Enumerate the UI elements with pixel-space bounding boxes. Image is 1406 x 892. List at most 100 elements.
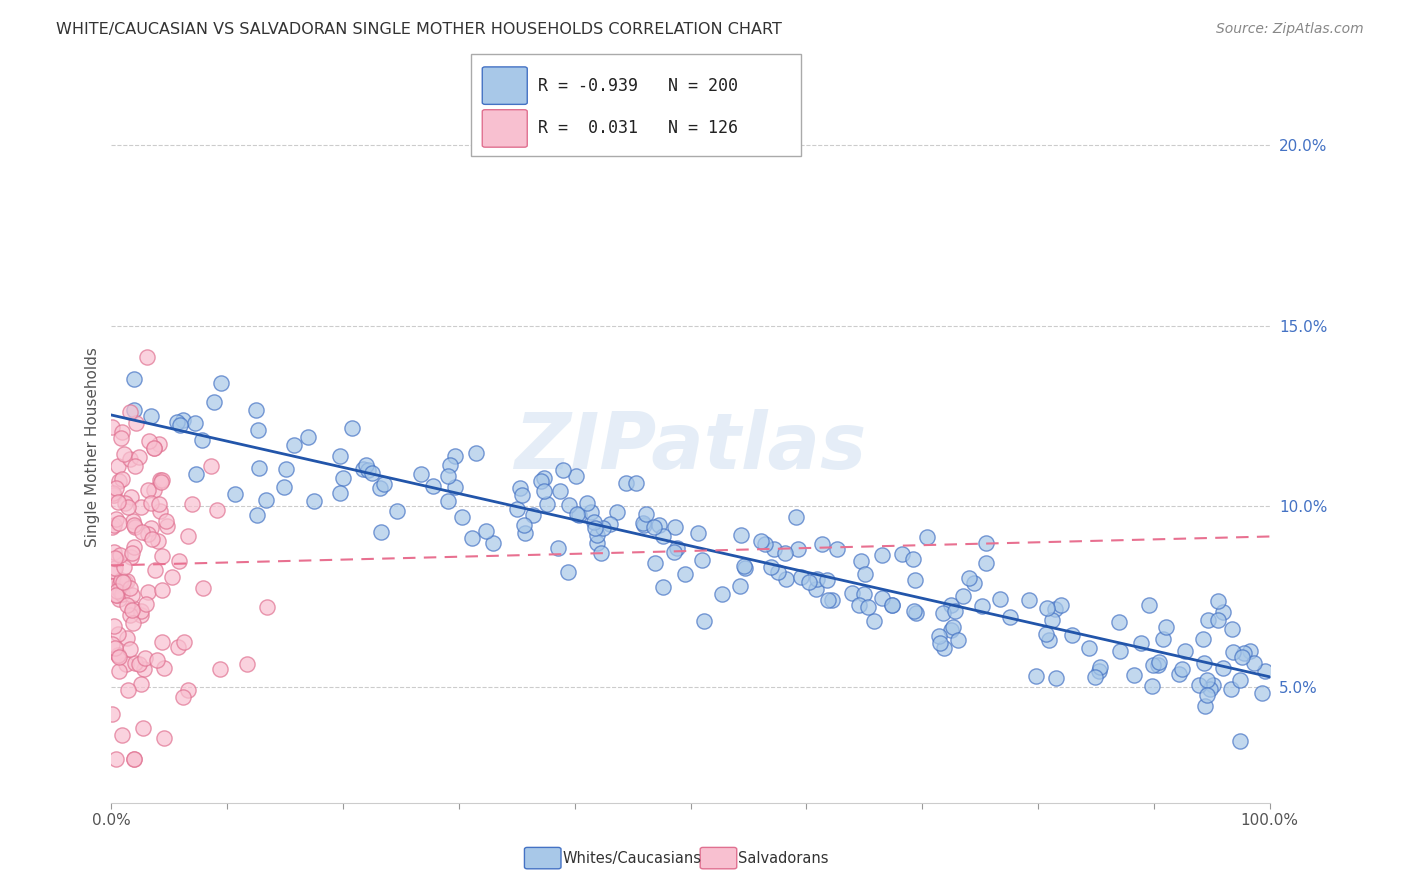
Point xyxy=(565,469,588,483)
Point xyxy=(505,502,527,516)
Point xyxy=(141,521,163,535)
Point xyxy=(1137,598,1160,612)
Point xyxy=(1045,671,1067,685)
Point xyxy=(122,540,145,554)
Point xyxy=(121,603,143,617)
Point xyxy=(150,635,173,649)
Point xyxy=(246,423,269,437)
Point xyxy=(149,504,172,518)
Point xyxy=(122,403,145,417)
Point xyxy=(931,606,953,620)
Point xyxy=(928,636,950,650)
Point xyxy=(128,657,150,671)
Point xyxy=(530,474,553,488)
Point xyxy=(332,470,354,484)
Point xyxy=(121,588,143,602)
Point xyxy=(191,433,214,447)
Point xyxy=(118,642,141,657)
Point xyxy=(160,570,183,584)
Point xyxy=(132,722,155,736)
Point xyxy=(208,662,231,676)
Point xyxy=(117,682,139,697)
Point xyxy=(124,458,146,473)
Point xyxy=(124,656,146,670)
Point xyxy=(149,473,172,487)
Point xyxy=(117,500,139,514)
Point xyxy=(1043,602,1066,616)
Point xyxy=(1154,620,1177,634)
Point xyxy=(100,706,122,721)
Point xyxy=(974,536,997,550)
Point xyxy=(166,640,188,654)
Point xyxy=(903,604,925,618)
Point xyxy=(536,497,558,511)
Point xyxy=(1233,646,1256,660)
Point xyxy=(138,434,160,448)
Point xyxy=(474,524,496,538)
Point xyxy=(107,648,129,663)
Point xyxy=(533,471,555,485)
Point xyxy=(856,600,879,615)
Point xyxy=(1174,644,1197,658)
Point xyxy=(853,587,876,601)
Point xyxy=(1188,677,1211,691)
Point xyxy=(633,516,655,530)
Point xyxy=(368,481,391,495)
Point xyxy=(444,480,467,494)
Point xyxy=(946,633,969,648)
Point xyxy=(1167,667,1189,681)
Point xyxy=(224,487,246,501)
Point xyxy=(132,663,155,677)
Point xyxy=(108,516,131,531)
Point xyxy=(124,752,146,766)
Point xyxy=(988,591,1011,606)
Point xyxy=(579,504,602,518)
Point xyxy=(1199,682,1222,697)
Point xyxy=(686,525,709,540)
Point xyxy=(664,520,686,534)
Point xyxy=(193,582,215,596)
Point xyxy=(107,474,129,488)
Point xyxy=(256,600,278,615)
Point xyxy=(815,574,838,588)
Point xyxy=(139,496,162,510)
Point xyxy=(439,458,461,472)
Point xyxy=(105,588,128,602)
Point xyxy=(172,413,194,427)
Point xyxy=(200,459,222,474)
Point xyxy=(105,584,128,599)
Point xyxy=(108,583,131,598)
Point xyxy=(129,607,152,622)
Point xyxy=(129,605,152,619)
Point xyxy=(302,494,325,508)
Point xyxy=(329,449,352,463)
Point xyxy=(143,563,166,577)
Point xyxy=(711,587,734,601)
Point xyxy=(422,479,444,493)
Point xyxy=(692,614,714,628)
Point xyxy=(1192,657,1215,671)
Point xyxy=(167,554,190,568)
Point xyxy=(108,664,131,678)
Point xyxy=(111,472,134,486)
Point xyxy=(848,598,870,612)
Point xyxy=(120,405,142,419)
Point xyxy=(444,449,467,463)
Point xyxy=(1130,636,1153,650)
Point xyxy=(1194,698,1216,713)
Point xyxy=(103,564,125,578)
Point xyxy=(1230,650,1253,665)
Point xyxy=(131,500,153,514)
Point xyxy=(1212,605,1234,619)
Point xyxy=(1078,640,1101,655)
Point xyxy=(115,631,138,645)
Point xyxy=(728,579,751,593)
Point xyxy=(734,561,756,575)
Point xyxy=(1212,661,1234,675)
Point xyxy=(626,476,648,491)
Point xyxy=(122,600,145,615)
Point xyxy=(357,463,380,477)
Text: ZIPatlas: ZIPatlas xyxy=(515,409,866,484)
Point xyxy=(105,752,128,766)
Point xyxy=(101,488,124,502)
